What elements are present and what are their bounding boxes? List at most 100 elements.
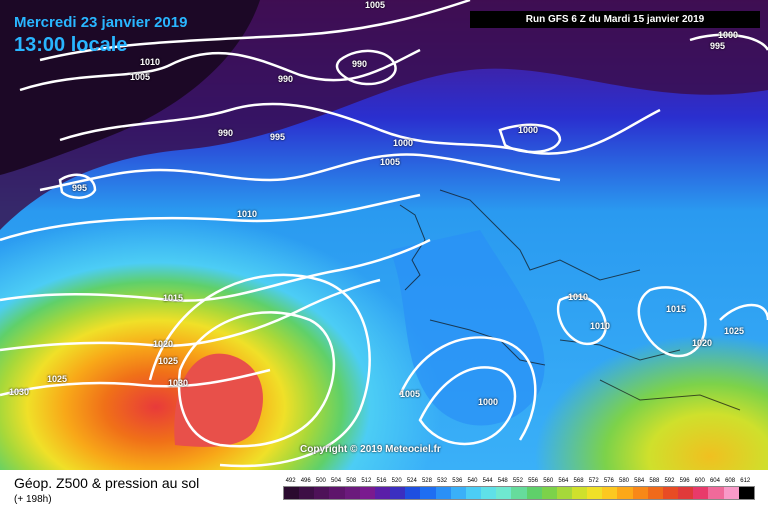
- scale-swatch: [678, 487, 694, 499]
- scale-swatch: [617, 487, 633, 499]
- scale-tick-label: 608: [725, 478, 736, 484]
- isobars: [0, 0, 768, 466]
- isobar-label: 990: [218, 128, 234, 138]
- scale-tick-label: 540: [467, 478, 478, 484]
- scale-swatch: [284, 487, 300, 499]
- scale-tick-label: 496: [300, 478, 311, 484]
- scale-swatch: [420, 487, 436, 499]
- isobar-label: 990: [352, 59, 368, 69]
- scale-tick-label: 524: [406, 478, 417, 484]
- isobar-label: 1010: [140, 57, 161, 67]
- scale-swatch: [496, 487, 512, 499]
- run-info-banner: Run GFS 6 Z du Mardi 15 janvier 2019: [470, 11, 760, 28]
- scale-swatch: [465, 487, 482, 499]
- scale-swatch: [359, 487, 375, 499]
- isobar-label: 1025: [47, 374, 68, 384]
- color-scale-swatches: [283, 486, 755, 500]
- scale-swatch: [738, 487, 754, 499]
- isobar-label: 995: [72, 183, 88, 193]
- scale-swatch: [587, 487, 603, 499]
- scale-tick-label: 532: [437, 478, 448, 484]
- isobar-label: 1015: [163, 293, 184, 303]
- scale-tick-label: 588: [649, 478, 660, 484]
- scale-tick-label: 612: [740, 478, 751, 484]
- forecast-local-time: 13:00 locale: [14, 34, 128, 56]
- scale-tick-label: 548: [497, 478, 508, 484]
- forecast-date: Mercredi 23 janvier 2019: [14, 14, 188, 31]
- isobar-label: 1005: [365, 0, 386, 10]
- scale-tick-label: 508: [346, 478, 357, 484]
- scale-tick-label: 572: [588, 478, 599, 484]
- scale-swatch: [511, 487, 527, 499]
- isobar-label: 995: [710, 41, 726, 51]
- scale-swatch: [481, 487, 497, 499]
- isobar-label: 1010: [568, 292, 589, 302]
- isobar-label: 1030: [168, 378, 189, 388]
- isobar-label: 1020: [153, 339, 174, 349]
- isobar-label: 1010: [590, 321, 611, 331]
- isobar-label: 1015: [666, 304, 687, 314]
- isobar-label: 1005: [380, 157, 401, 167]
- scale-tick-label: 520: [391, 478, 402, 484]
- scale-swatch: [344, 487, 360, 499]
- scale-tick-label: 512: [361, 478, 372, 484]
- scale-swatch: [435, 487, 451, 499]
- isobar-label: 990: [278, 74, 294, 84]
- scale-swatch: [647, 487, 663, 499]
- scale-tick-label: 584: [634, 478, 645, 484]
- scale-tick-label: 560: [543, 478, 554, 484]
- scale-tick-label: 576: [603, 478, 614, 484]
- scale-swatch: [526, 487, 542, 499]
- scale-tick-label: 536: [452, 478, 463, 484]
- isobar-label: 1000: [718, 30, 739, 40]
- scale-tick-label: 500: [315, 478, 326, 484]
- scale-swatch: [556, 487, 572, 499]
- scale-tick-label: 604: [709, 478, 720, 484]
- scale-swatch: [314, 487, 330, 499]
- scale-swatch: [602, 487, 618, 499]
- isobar-label: 1030: [9, 387, 30, 397]
- isobar-label: 1000: [518, 125, 539, 135]
- scale-tick-label: 568: [573, 478, 584, 484]
- scale-swatch: [450, 487, 466, 499]
- weather-map: [0, 0, 768, 470]
- scale-tick-label: 544: [482, 478, 493, 484]
- isobar-label: 1020: [692, 338, 713, 348]
- scale-tick-label: 552: [512, 478, 523, 484]
- isobar-label: 1005: [130, 72, 151, 82]
- isobar-label: 1025: [724, 326, 745, 336]
- isobar-label: 995: [270, 132, 286, 142]
- scale-swatch: [541, 487, 557, 499]
- scale-tick-label: 580: [619, 478, 630, 484]
- scale-swatch: [374, 487, 391, 499]
- scale-swatch: [662, 487, 679, 499]
- copyright-notice: Copyright © 2019 Meteociel.fr: [300, 444, 441, 455]
- color-scale-labels: 492 496 500 504 508 512 516 520 524 528 532 536 540 5…: [283, 478, 753, 484]
- scale-tick-label: 516: [376, 478, 387, 484]
- scale-tick-label: 564: [558, 478, 569, 484]
- color-scale-legend: 492 496 500 504 508 512 516 520 524 528 532 536 540 5…: [283, 478, 755, 500]
- scale-swatch: [571, 487, 588, 499]
- scale-swatch: [390, 487, 406, 499]
- scale-swatch: [708, 487, 724, 499]
- scale-tick-label: 596: [679, 478, 690, 484]
- scale-tick-label: 504: [331, 478, 342, 484]
- scale-tick-label: 528: [421, 478, 432, 484]
- isobar-label: 1000: [393, 138, 414, 148]
- scale-tick-label: 556: [528, 478, 539, 484]
- scale-swatch: [693, 487, 709, 499]
- scale-tick-label: 592: [664, 478, 675, 484]
- scale-swatch: [329, 487, 345, 499]
- scale-swatch: [632, 487, 648, 499]
- low-trough-iberia: [390, 230, 545, 426]
- isobar-label: 1000: [478, 397, 499, 407]
- scale-swatch: [723, 487, 739, 499]
- scale-tick-label: 600: [694, 478, 705, 484]
- isobar-label: 1010: [237, 209, 258, 219]
- scale-swatch: [405, 487, 421, 499]
- forecast-lead-time: (+ 198h): [14, 494, 52, 505]
- isobar-label: 1005: [400, 389, 421, 399]
- scale-tick-label: 492: [285, 478, 296, 484]
- scale-swatch: [299, 487, 315, 499]
